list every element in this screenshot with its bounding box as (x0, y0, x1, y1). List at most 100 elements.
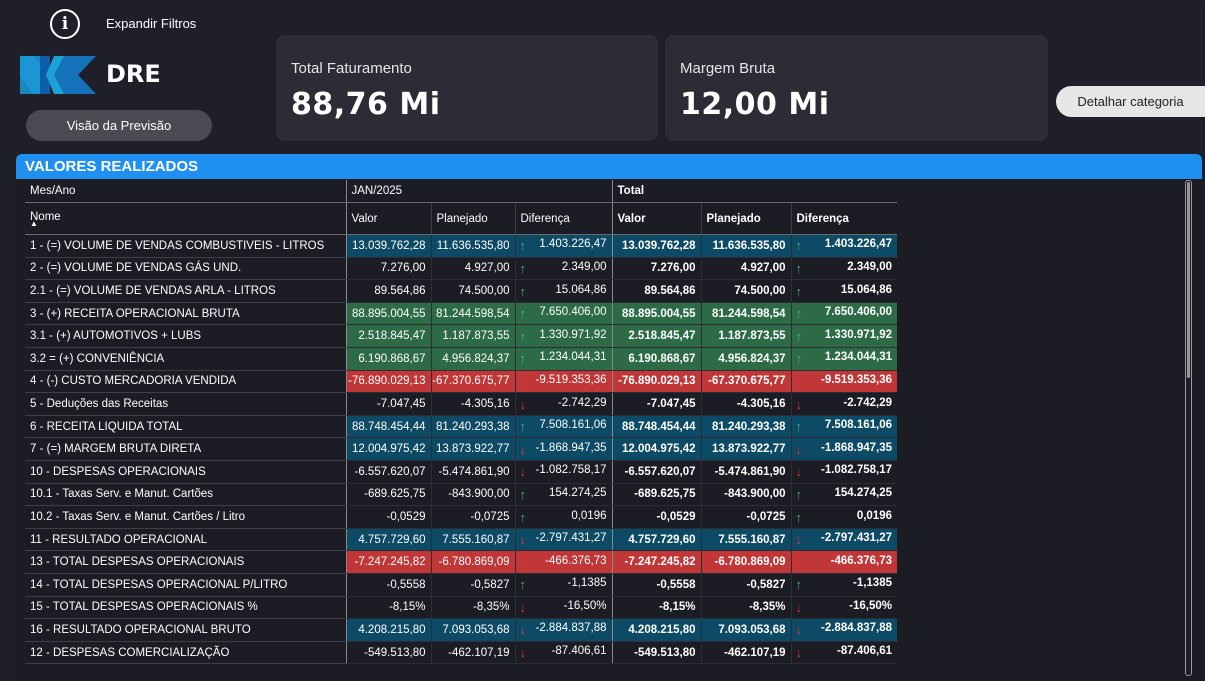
cell-value: -1,1385 (852, 577, 892, 590)
name-column-header[interactable]: Nome ▲ (25, 202, 346, 236)
cell-diferenca: ↑ 154.274,25 (514, 483, 612, 507)
table-row[interactable]: 3.1 - (+) AUTOMOTIVOS + LUBS 2.518.845,47… (25, 324, 897, 349)
row-label: 1 - (=) VOLUME DE VENDAS COMBUSTIVEIS - … (25, 234, 346, 258)
cell-value: -1.868.947,35 (821, 441, 892, 454)
table-row[interactable]: 10.1 - Taxas Serv. e Manut. Cartões -689.… (25, 483, 897, 507)
arrow-up-icon: ↑ (795, 260, 803, 276)
table-row[interactable]: 14 - TOTAL DESPESAS OPERACIONAL P/LITRO -… (25, 573, 897, 597)
cell-value: -1.082.758,17 (535, 464, 607, 477)
cell-total-diferenca: ↑ 7.650.406,00 (790, 302, 897, 326)
kpi-label: Margem Bruta (680, 60, 776, 77)
table-row[interactable]: 6 - RECEITA LIQUIDA TOTAL 88.748.454,44 81… (25, 415, 897, 439)
table-row[interactable]: 12 - DESPESAS COMERCIALIZAÇÃO -549.513,80… (25, 641, 897, 665)
table-row[interactable]: 15 - TOTAL DESPESAS OPERACIONAIS % -8,15%… (25, 596, 897, 620)
cell-total-planejado: 13.873.922,77 (700, 437, 791, 462)
cell-total-diferenca: ↑ 15.064,86 (790, 279, 897, 303)
row-label: 13 - TOTAL DESPESAS OPERACIONAIS (25, 550, 346, 574)
cell-total-valor: 88.748.454,44 (611, 415, 701, 439)
arrow-up-icon: ↑ (519, 306, 527, 322)
period-column-header[interactable]: JAN/2025 (345, 180, 612, 204)
table-row[interactable]: 10 - DESPESAS OPERACIONAIS -6.557.620,07-… (25, 460, 897, 484)
cell-total-planejado: 7.093.053,68 (700, 618, 791, 642)
cell-value: 154.274,25 (834, 486, 892, 499)
table-row[interactable]: 10.2 - Taxas Serv. e Manut. Cartões / Li… (25, 505, 897, 529)
table-row[interactable]: 5 - Deduções das Receitas -7.047,45 -4.305… (25, 392, 897, 416)
cell-total-diferenca: ↑ -1,1385 (790, 573, 897, 597)
cell-diferenca: ↑ 1.403.226,47 (514, 234, 612, 258)
cell-total-diferenca: ↓ -9.519.353,36 (790, 370, 897, 394)
total-column-header-valor[interactable]: Valor (611, 202, 701, 236)
arrow-up-icon: ↑ (795, 328, 803, 344)
cell-diferenca: ↑ 7.650.406,00 (514, 302, 612, 326)
cell-value: 15.064,86 (840, 283, 892, 296)
cell-value: 1.234.044,31 (824, 351, 892, 364)
table-row[interactable]: 16 - RESULTADO OPERACIONAL BRUTO 4.208.21… (25, 618, 897, 642)
table-row[interactable]: 2.1 - (=) VOLUME DE VENDAS ARLA - LITROS… (25, 279, 897, 303)
column-header-valor[interactable]: Valor (345, 202, 431, 236)
table-row[interactable]: 11 - RESULTADO OPERACIONAL 4.757.729,60 7.… (25, 528, 897, 552)
column-header-diferenca[interactable]: Diferença (514, 202, 612, 236)
table-row[interactable]: 4 - (-) CUSTO MERCADORIA VENDIDA -76.890.… (25, 370, 897, 394)
arrow-down-icon: ↓ (795, 645, 803, 661)
cell-total-diferenca: ↓ -2.742,29 (790, 392, 897, 416)
cell-total-planejado: -6.780.869,09 (700, 550, 791, 574)
table-row[interactable]: 3.2 = (+) CONVENIÊNCIA 6.190.868,67 4.956.… (25, 347, 897, 371)
arrow-up-icon: ↑ (795, 306, 803, 322)
cell-value: -9.519.353,36 (535, 373, 607, 386)
row-label: 14 - TOTAL DESPESAS OPERACIONAL P/LITRO (25, 573, 346, 597)
info-icon[interactable]: i (50, 9, 80, 39)
page-title: DRE (106, 60, 161, 88)
row-label: 11 - RESULTADO OPERACIONAL (25, 528, 346, 552)
cell-planejado: 81.240.293,38 (430, 415, 515, 439)
total-column-header-planejado[interactable]: Planejado (700, 202, 791, 236)
row-label: 5 - Deduções das Receitas (25, 392, 346, 416)
vertical-scrollbar[interactable] (1185, 180, 1192, 676)
cell-planejado: -843.900,00 (430, 483, 515, 507)
cell-diferenca: ↓ -87.406,61 (514, 641, 612, 665)
cell-total-diferenca: ↓ -16,50% (790, 596, 897, 620)
cell-planejado: -0,5827 (430, 573, 515, 597)
table-row[interactable]: 7 - (=) MARGEM BRUTA DIRETA 12.004.975,42… (25, 437, 897, 462)
arrow-down-icon: ↓ (519, 441, 527, 457)
table-row[interactable]: 3 - (+) RECEITA OPERACIONAL BRUTA 88.895.… (25, 302, 897, 326)
arrow-up-icon: ↑ (519, 419, 527, 435)
cell-value: 1.403.226,47 (539, 238, 607, 251)
forecast-view-button[interactable]: Visão da Previsão (26, 110, 212, 141)
scrollbar-thumb[interactable] (1187, 182, 1190, 378)
dre-matrix: Mes/Ano JAN/2025 Total Nome ▲ Valor Plan… (25, 180, 897, 665)
arrow-up-icon: ↑ (795, 351, 803, 367)
row-label: 6 - RECEITA LIQUIDA TOTAL (25, 415, 346, 439)
cell-valor: -0,5558 (345, 573, 431, 597)
arrow-up-icon: ↑ (519, 328, 527, 344)
cell-total-planejado: 1.187.873,55 (700, 324, 791, 349)
column-header-planejado[interactable]: Planejado (430, 202, 515, 236)
cell-total-valor: -0,0529 (611, 505, 701, 529)
row-label: 2 - (=) VOLUME DE VENDAS GÁS UND. (25, 257, 346, 281)
cell-total-diferenca: ↓ -466.376,73 (790, 550, 897, 574)
arrow-down-icon: ↓ (795, 373, 803, 389)
cell-value: 7.508.161,06 (539, 419, 607, 432)
cell-total-diferenca: ↑ 154.274,25 (790, 483, 897, 507)
total-column-header-diferenca[interactable]: Diferença (790, 202, 897, 236)
row-label: 3.1 - (+) AUTOMOTIVOS + LUBS (25, 324, 346, 349)
cell-planejado: 13.873.922,77 (430, 437, 515, 462)
cell-total-valor: 89.564,86 (611, 279, 701, 303)
detail-category-button[interactable]: Detalhar categoria (1056, 86, 1205, 117)
cell-planejado: 81.244.598,54 (430, 302, 515, 326)
cell-diferenca: ↑ 0,0196 (514, 505, 612, 529)
cell-valor: 88.895.004,55 (345, 302, 431, 326)
cell-diferenca: ↑ 7.508.161,06 (514, 415, 612, 439)
cell-total-diferenca: ↑ 1.403.226,47 (790, 234, 897, 258)
cell-total-valor: -7.047,45 (611, 392, 701, 416)
company-logo (20, 56, 96, 94)
cell-total-valor: 88.895.004,55 (611, 302, 701, 326)
total-column-header[interactable]: Total (611, 180, 897, 204)
kpi-value: 88,76 Mi (291, 87, 441, 122)
cell-planejado: 1.187.873,55 (430, 324, 515, 349)
expand-filters-button[interactable]: Expandir Filtros (106, 16, 197, 31)
table-row[interactable]: 13 - TOTAL DESPESAS OPERACIONAIS -7.247.2… (25, 550, 897, 574)
cell-value: -1.868.947,35 (535, 441, 607, 454)
table-row[interactable]: 2 - (=) VOLUME DE VENDAS GÁS UND. 7.276,0… (25, 257, 897, 281)
arrow-down-icon: ↓ (519, 532, 527, 548)
table-row[interactable]: 1 - (=) VOLUME DE VENDAS COMBUSTIVEIS - … (25, 234, 897, 258)
